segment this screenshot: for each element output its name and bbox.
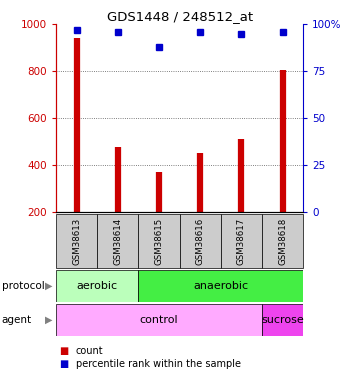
FancyBboxPatch shape	[138, 214, 180, 268]
Text: ▶: ▶	[45, 315, 52, 325]
Text: GSM38617: GSM38617	[237, 217, 246, 265]
Text: GSM38613: GSM38613	[72, 217, 81, 265]
FancyBboxPatch shape	[221, 214, 262, 268]
Text: count: count	[76, 346, 104, 355]
FancyBboxPatch shape	[262, 304, 303, 336]
Text: GSM38616: GSM38616	[196, 217, 205, 265]
Text: aerobic: aerobic	[77, 281, 118, 291]
Text: control: control	[140, 315, 178, 325]
Text: agent: agent	[2, 315, 32, 325]
Text: GSM38618: GSM38618	[278, 217, 287, 265]
Text: ■: ■	[60, 346, 69, 355]
FancyBboxPatch shape	[138, 270, 303, 302]
Text: GSM38615: GSM38615	[155, 217, 164, 265]
FancyBboxPatch shape	[56, 304, 262, 336]
FancyBboxPatch shape	[180, 214, 221, 268]
Text: ■: ■	[60, 359, 69, 369]
Text: sucrose: sucrose	[261, 315, 304, 325]
FancyBboxPatch shape	[97, 214, 138, 268]
FancyBboxPatch shape	[262, 214, 303, 268]
Text: protocol: protocol	[2, 281, 44, 291]
Text: ▶: ▶	[45, 281, 52, 291]
Text: anaerobic: anaerobic	[193, 281, 248, 291]
FancyBboxPatch shape	[56, 214, 97, 268]
Text: GSM38614: GSM38614	[113, 217, 122, 265]
Title: GDS1448 / 248512_at: GDS1448 / 248512_at	[106, 10, 253, 23]
FancyBboxPatch shape	[56, 270, 138, 302]
Text: percentile rank within the sample: percentile rank within the sample	[76, 359, 241, 369]
